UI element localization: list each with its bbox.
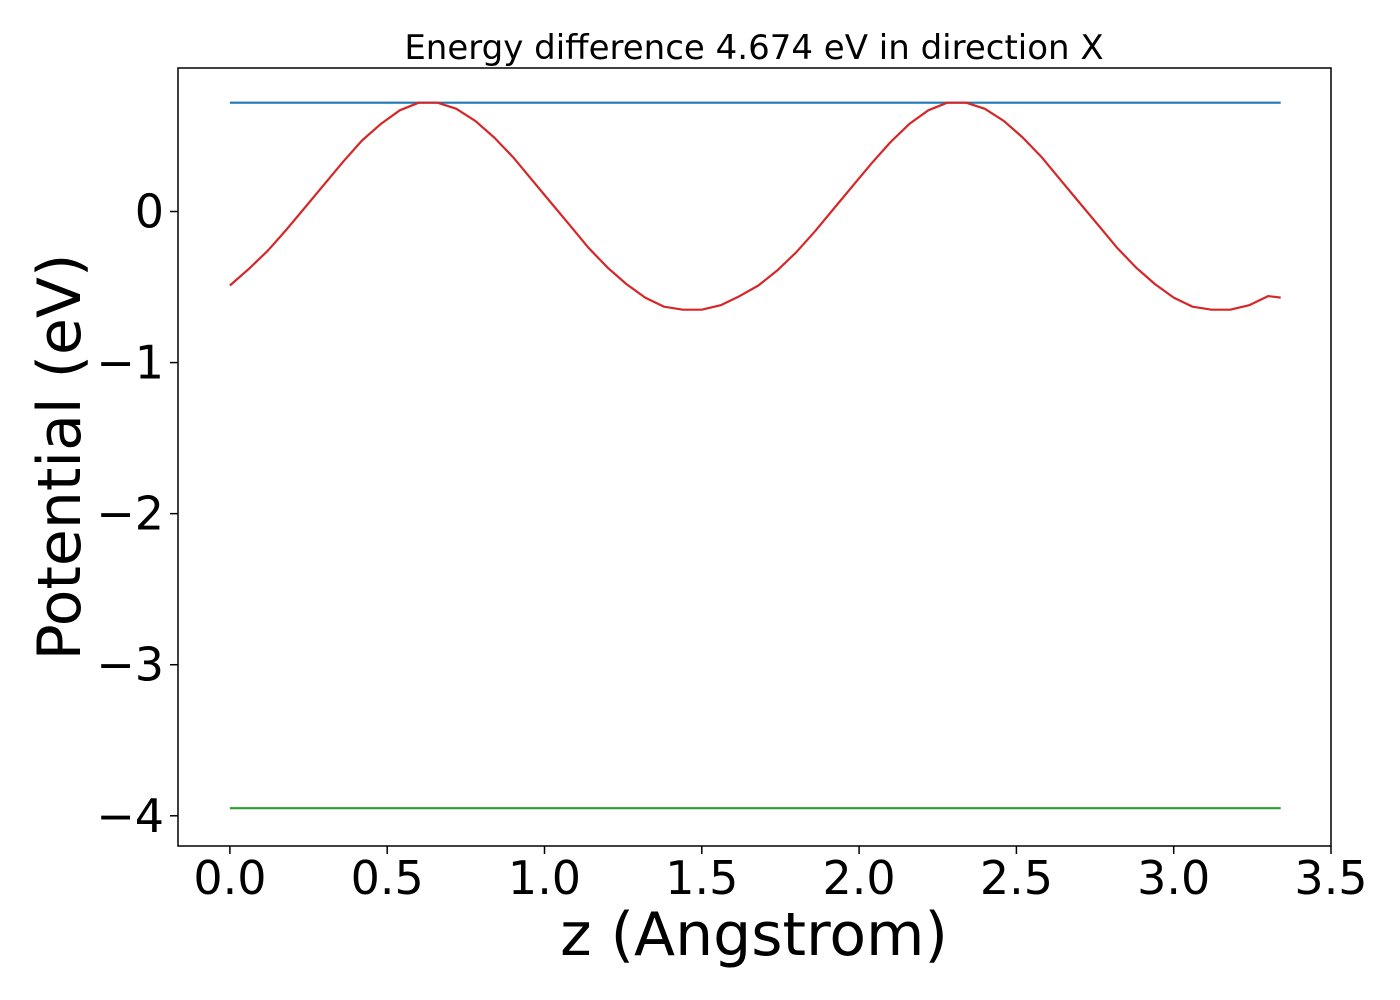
series-line-0 xyxy=(229,101,1281,311)
x-axis-label: z (Angstrom) xyxy=(560,900,948,970)
chart-title: Energy difference 4.674 eV in direction … xyxy=(404,28,1103,68)
x-tick-label: 0.0 xyxy=(193,851,266,905)
axes-frame xyxy=(177,67,1332,847)
x-axis-ticks: 0.0 0.5 1.0 1.5 2.0 2.5 3.0 3.5 xyxy=(193,846,1368,905)
y-tick-label: 0 xyxy=(135,185,164,239)
y-axis-ticks: 0 −1 −2 −3 −4 xyxy=(96,185,178,843)
x-tick-label: 1.5 xyxy=(665,851,738,905)
x-tick-label: 0.5 xyxy=(351,851,424,905)
y-tick-label: −4 xyxy=(96,789,164,843)
y-tick-label: −1 xyxy=(96,336,164,390)
y-axis-label: Potential (eV) xyxy=(25,254,95,661)
y-tick-label: −3 xyxy=(96,638,164,692)
x-tick-label: 2.0 xyxy=(823,851,896,905)
plot-area xyxy=(229,101,1281,810)
x-tick-label: 1.0 xyxy=(508,851,581,905)
y-tick-label: −2 xyxy=(96,487,164,541)
x-tick-label: 3.0 xyxy=(1137,851,1210,905)
x-tick-label: 2.5 xyxy=(980,851,1053,905)
x-tick-label: 3.5 xyxy=(1294,851,1367,905)
